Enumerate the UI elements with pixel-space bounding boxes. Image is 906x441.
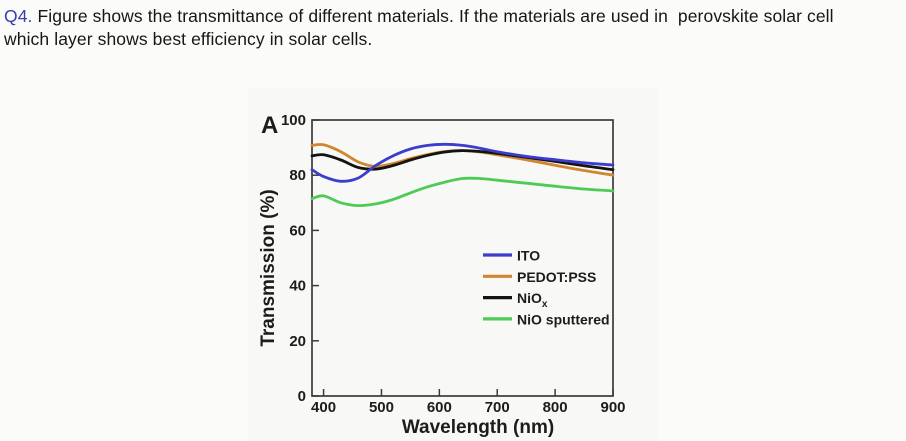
legend-item-pedot-pss: PEDOT:PSS	[483, 269, 596, 285]
series-ito-line	[310, 142, 615, 183]
y-tick-label: 20	[289, 333, 306, 350]
y-tick-label: 0	[298, 388, 306, 405]
x-tick-label: 500	[369, 399, 394, 416]
panel-label: A	[261, 112, 278, 139]
series-nio-sputtered-line	[310, 176, 615, 208]
x-axis-title: Wavelength (nm)	[402, 417, 554, 438]
y-tick-label: 80	[289, 167, 306, 184]
legend-item-ito: ITO	[483, 248, 540, 264]
question-text-line1: Figure shows the transmittance of differ…	[32, 6, 834, 26]
legend-item-nio: NiOx	[483, 290, 548, 310]
question-line-2: which layer shows best efficiency in sol…	[4, 29, 373, 49]
question-line-1: Q4. Figure shows the transmittance of di…	[4, 5, 834, 28]
legend-item-nio-sputtered: NiO sputtered	[483, 311, 610, 327]
y-axis: 0 20 40 60 80 100	[281, 112, 319, 405]
x-tick-label: 400	[311, 399, 336, 416]
legend-label: PEDOT:PSS	[517, 269, 596, 285]
y-tick-label: 40	[289, 278, 306, 295]
x-tick-label: 900	[600, 399, 625, 416]
figure-panel: A 400 500 600 700 800 900 0 20 40 60 80 100 Wavelengt…	[248, 88, 658, 441]
legend-label: ITO	[517, 248, 540, 264]
question-number: Q4.	[4, 6, 33, 26]
y-tick-label: 60	[289, 222, 306, 239]
transmission-chart: A 400 500 600 700 800 900 0 20 40 60 80 100 Wavelengt…	[258, 112, 626, 438]
x-tick-label: 600	[427, 399, 452, 416]
x-tick-label: 700	[485, 399, 510, 416]
y-axis-title: Transmission (%)	[258, 189, 279, 346]
legend-label: NiOx	[517, 290, 548, 310]
legend-label: NiO sputtered	[517, 311, 610, 327]
x-tick-label: 800	[543, 399, 568, 416]
y-tick-label: 100	[281, 112, 306, 129]
axis-box	[311, 119, 614, 397]
x-axis: 400 500 600 700 800 900	[311, 389, 626, 416]
